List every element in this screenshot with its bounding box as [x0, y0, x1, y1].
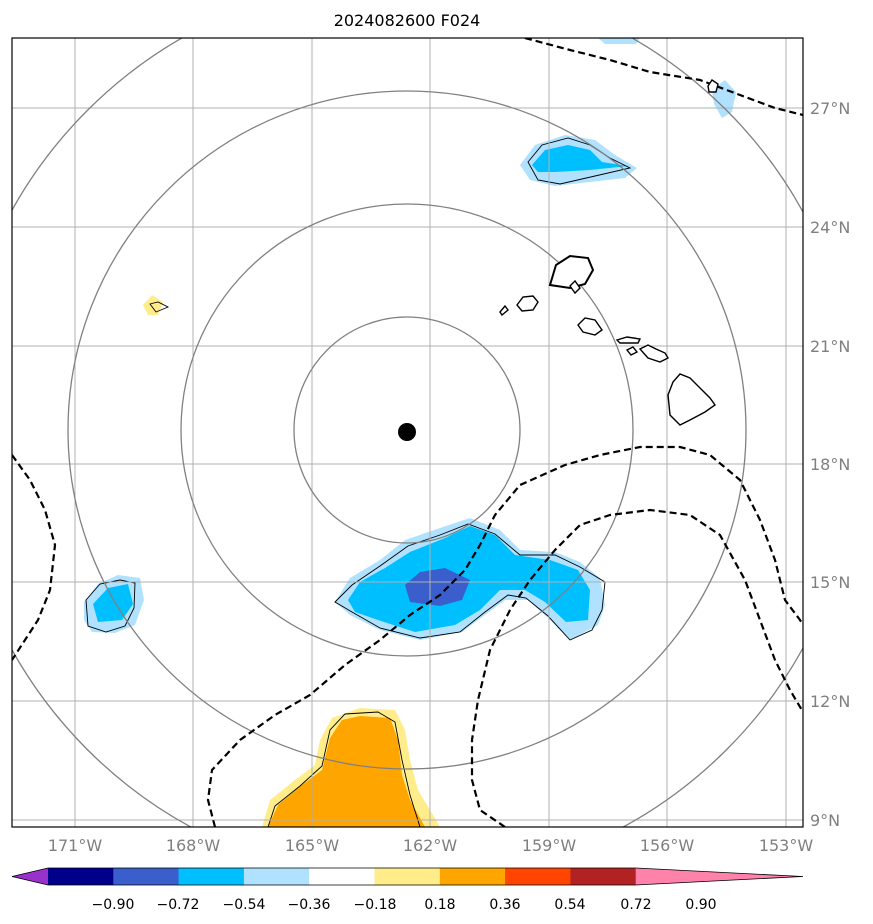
island-necker	[569, 279, 581, 295]
lon-label: 156°W	[640, 836, 695, 855]
colorbar-tick-label: −0.54	[223, 897, 266, 913]
island-molokai	[615, 336, 642, 344]
island-maui	[638, 344, 669, 363]
negative-anomaly-core	[405, 568, 470, 606]
map-title: 2024082600 F024	[334, 11, 481, 30]
west-negative-inner	[93, 584, 133, 622]
lon-label: 153°W	[759, 836, 814, 855]
colorbar-tick-label: 0.90	[685, 897, 716, 913]
lat-label: 9°N	[810, 811, 840, 830]
colorbar-segment	[374, 868, 441, 885]
colorbar-segment	[570, 868, 637, 885]
dashed-contour-west	[12, 454, 57, 661]
colorbar-segment	[178, 868, 245, 885]
colorbar-tick-label: −0.36	[288, 897, 331, 913]
dashed-contours	[12, 38, 803, 827]
range-rings	[12, 38, 803, 827]
colorbar-extend-max	[635, 868, 803, 885]
coastlines	[499, 79, 719, 426]
ne-negative-inner	[532, 145, 628, 172]
graticule	[12, 38, 803, 827]
lat-label: 12°N	[810, 692, 850, 711]
island-oahu	[577, 317, 603, 336]
colorbar-segment	[439, 868, 506, 885]
storm-center-marker	[398, 423, 416, 441]
longitude-labels: 171°W 168°W 165°W 162°W 159°W 156°W 153°…	[48, 836, 814, 855]
colorbar-segment	[309, 868, 375, 885]
map-area	[12, 38, 803, 827]
negative-anomaly-mid	[348, 526, 590, 632]
colorbar-tick-label: 0.18	[424, 897, 455, 913]
range-ring-2	[180, 203, 634, 657]
colorbar-segment	[243, 868, 310, 885]
colorbar-segment	[505, 868, 571, 885]
lat-label: 18°N	[810, 455, 850, 474]
dashed-contour-inner	[470, 508, 803, 827]
island-lanai	[625, 346, 639, 356]
map-frame	[11, 37, 804, 828]
island-kure	[707, 79, 719, 93]
lat-label: 24°N	[810, 218, 850, 237]
colorbar-tick-label: 0.36	[489, 897, 520, 913]
dashed-contour-ne	[524, 38, 803, 117]
colorbar-tick-label: −0.18	[354, 897, 397, 913]
lon-label: 171°W	[48, 836, 103, 855]
dashed-contour-central	[206, 445, 803, 827]
lon-label: 165°W	[285, 836, 340, 855]
island-kauai	[516, 295, 539, 312]
range-ring-1	[293, 316, 521, 544]
lon-label: 162°W	[403, 836, 458, 855]
lon-label: 159°W	[522, 836, 577, 855]
lon-label: 168°W	[166, 836, 221, 855]
colorbar	[11, 867, 804, 886]
small-positive-patch	[143, 295, 163, 315]
island-niihau	[499, 304, 509, 317]
colorbar-extend-min	[12, 868, 48, 885]
colorbar-tick-label: 0.54	[554, 897, 585, 913]
lat-label: 15°N	[810, 573, 850, 592]
positive-anomaly-core	[268, 716, 425, 827]
colorbar-segment	[113, 868, 180, 885]
island-hawaii	[667, 373, 716, 426]
colorbar-tick-label: −0.72	[157, 897, 200, 913]
colorbar-outline	[11, 867, 804, 886]
range-ring-3	[67, 90, 747, 770]
colorbar-tick-labels: −0.90 −0.72 −0.54 −0.36 −0.18 0.18 0.36 …	[92, 897, 717, 913]
top-negative-patch	[598, 38, 640, 44]
latitude-labels: 27°N 24°N 21°N 18°N 15°N 12°N 9°N	[810, 99, 850, 830]
colorbar-tick-label: 0.72	[620, 897, 651, 913]
colorbar-segment	[48, 868, 114, 885]
lat-label: 21°N	[810, 337, 850, 356]
colorbar-tick-label: −0.90	[92, 897, 135, 913]
lat-label: 27°N	[810, 99, 850, 118]
